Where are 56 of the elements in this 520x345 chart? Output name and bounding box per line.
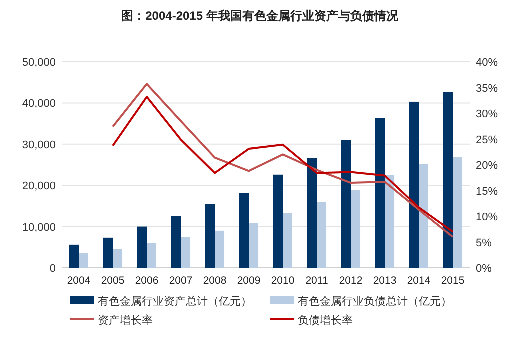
bar bbox=[69, 244, 79, 268]
x-tick-label: 2011 bbox=[306, 275, 328, 287]
x-tick-label: 2009 bbox=[237, 275, 261, 287]
bar bbox=[453, 157, 463, 268]
x-tick-label: 2008 bbox=[203, 275, 227, 287]
legend-label: 有色金属行业资产总计（亿元） bbox=[98, 295, 252, 308]
x-tick-label: 2010 bbox=[271, 275, 295, 287]
legend-label: 资产增长率 bbox=[98, 314, 153, 327]
y-tick-label: 30,000 bbox=[22, 139, 56, 152]
bar bbox=[113, 249, 123, 268]
x-tick-label: 2012 bbox=[339, 275, 363, 287]
x-tick-label: 2005 bbox=[101, 275, 125, 287]
bar bbox=[273, 174, 283, 268]
y-tick-label: 20,000 bbox=[22, 180, 56, 193]
bar bbox=[351, 190, 361, 268]
bar bbox=[341, 140, 351, 268]
x-tick-label: 2014 bbox=[407, 275, 431, 287]
y2-tick-label: 0% bbox=[476, 263, 492, 275]
y2-tick-label: 15% bbox=[476, 186, 498, 198]
y-tick-label: 10,000 bbox=[22, 222, 56, 234]
y-tick-label: 40,000 bbox=[22, 98, 56, 110]
bar bbox=[205, 204, 215, 268]
bar bbox=[239, 193, 249, 268]
bar bbox=[409, 102, 419, 268]
bar bbox=[215, 230, 225, 268]
y2-tick-label: 10% bbox=[476, 212, 498, 224]
bar bbox=[249, 223, 259, 268]
y2-tick-label: 5% bbox=[476, 237, 492, 250]
x-tick-label: 2006 bbox=[135, 275, 159, 287]
bar bbox=[171, 216, 181, 268]
bar bbox=[375, 118, 385, 268]
y2-tick-label: 35% bbox=[476, 82, 498, 95]
bar bbox=[79, 253, 89, 268]
y2-tick-label: 30% bbox=[476, 108, 498, 120]
y-tick-label: 0 bbox=[50, 263, 56, 275]
x-tick-label: 2013 bbox=[373, 275, 397, 287]
y2-tick-label: 25% bbox=[476, 134, 498, 146]
chart-title: 图：2004-2015 年我国有色金属行业资产与负债情况 bbox=[122, 9, 400, 23]
bar bbox=[147, 243, 157, 268]
bar bbox=[317, 202, 327, 268]
y-tick-label: 50,000 bbox=[22, 57, 56, 69]
legend-label: 负债增长率 bbox=[298, 314, 353, 327]
bar bbox=[283, 213, 293, 268]
bar bbox=[137, 226, 147, 268]
bar bbox=[443, 92, 453, 268]
bar bbox=[307, 158, 317, 268]
legend-label: 有色金属行业负债总计（亿元） bbox=[298, 295, 452, 308]
x-tick-label: 2004 bbox=[67, 275, 91, 287]
bar bbox=[103, 238, 113, 268]
bar bbox=[385, 175, 395, 268]
bar bbox=[181, 237, 191, 268]
y2-tick-label: 40% bbox=[476, 57, 498, 69]
y2-tick-label: 20% bbox=[476, 160, 498, 172]
x-tick-label: 2007 bbox=[169, 275, 193, 287]
x-tick-label: 2015 bbox=[441, 275, 465, 287]
bar bbox=[419, 164, 429, 268]
